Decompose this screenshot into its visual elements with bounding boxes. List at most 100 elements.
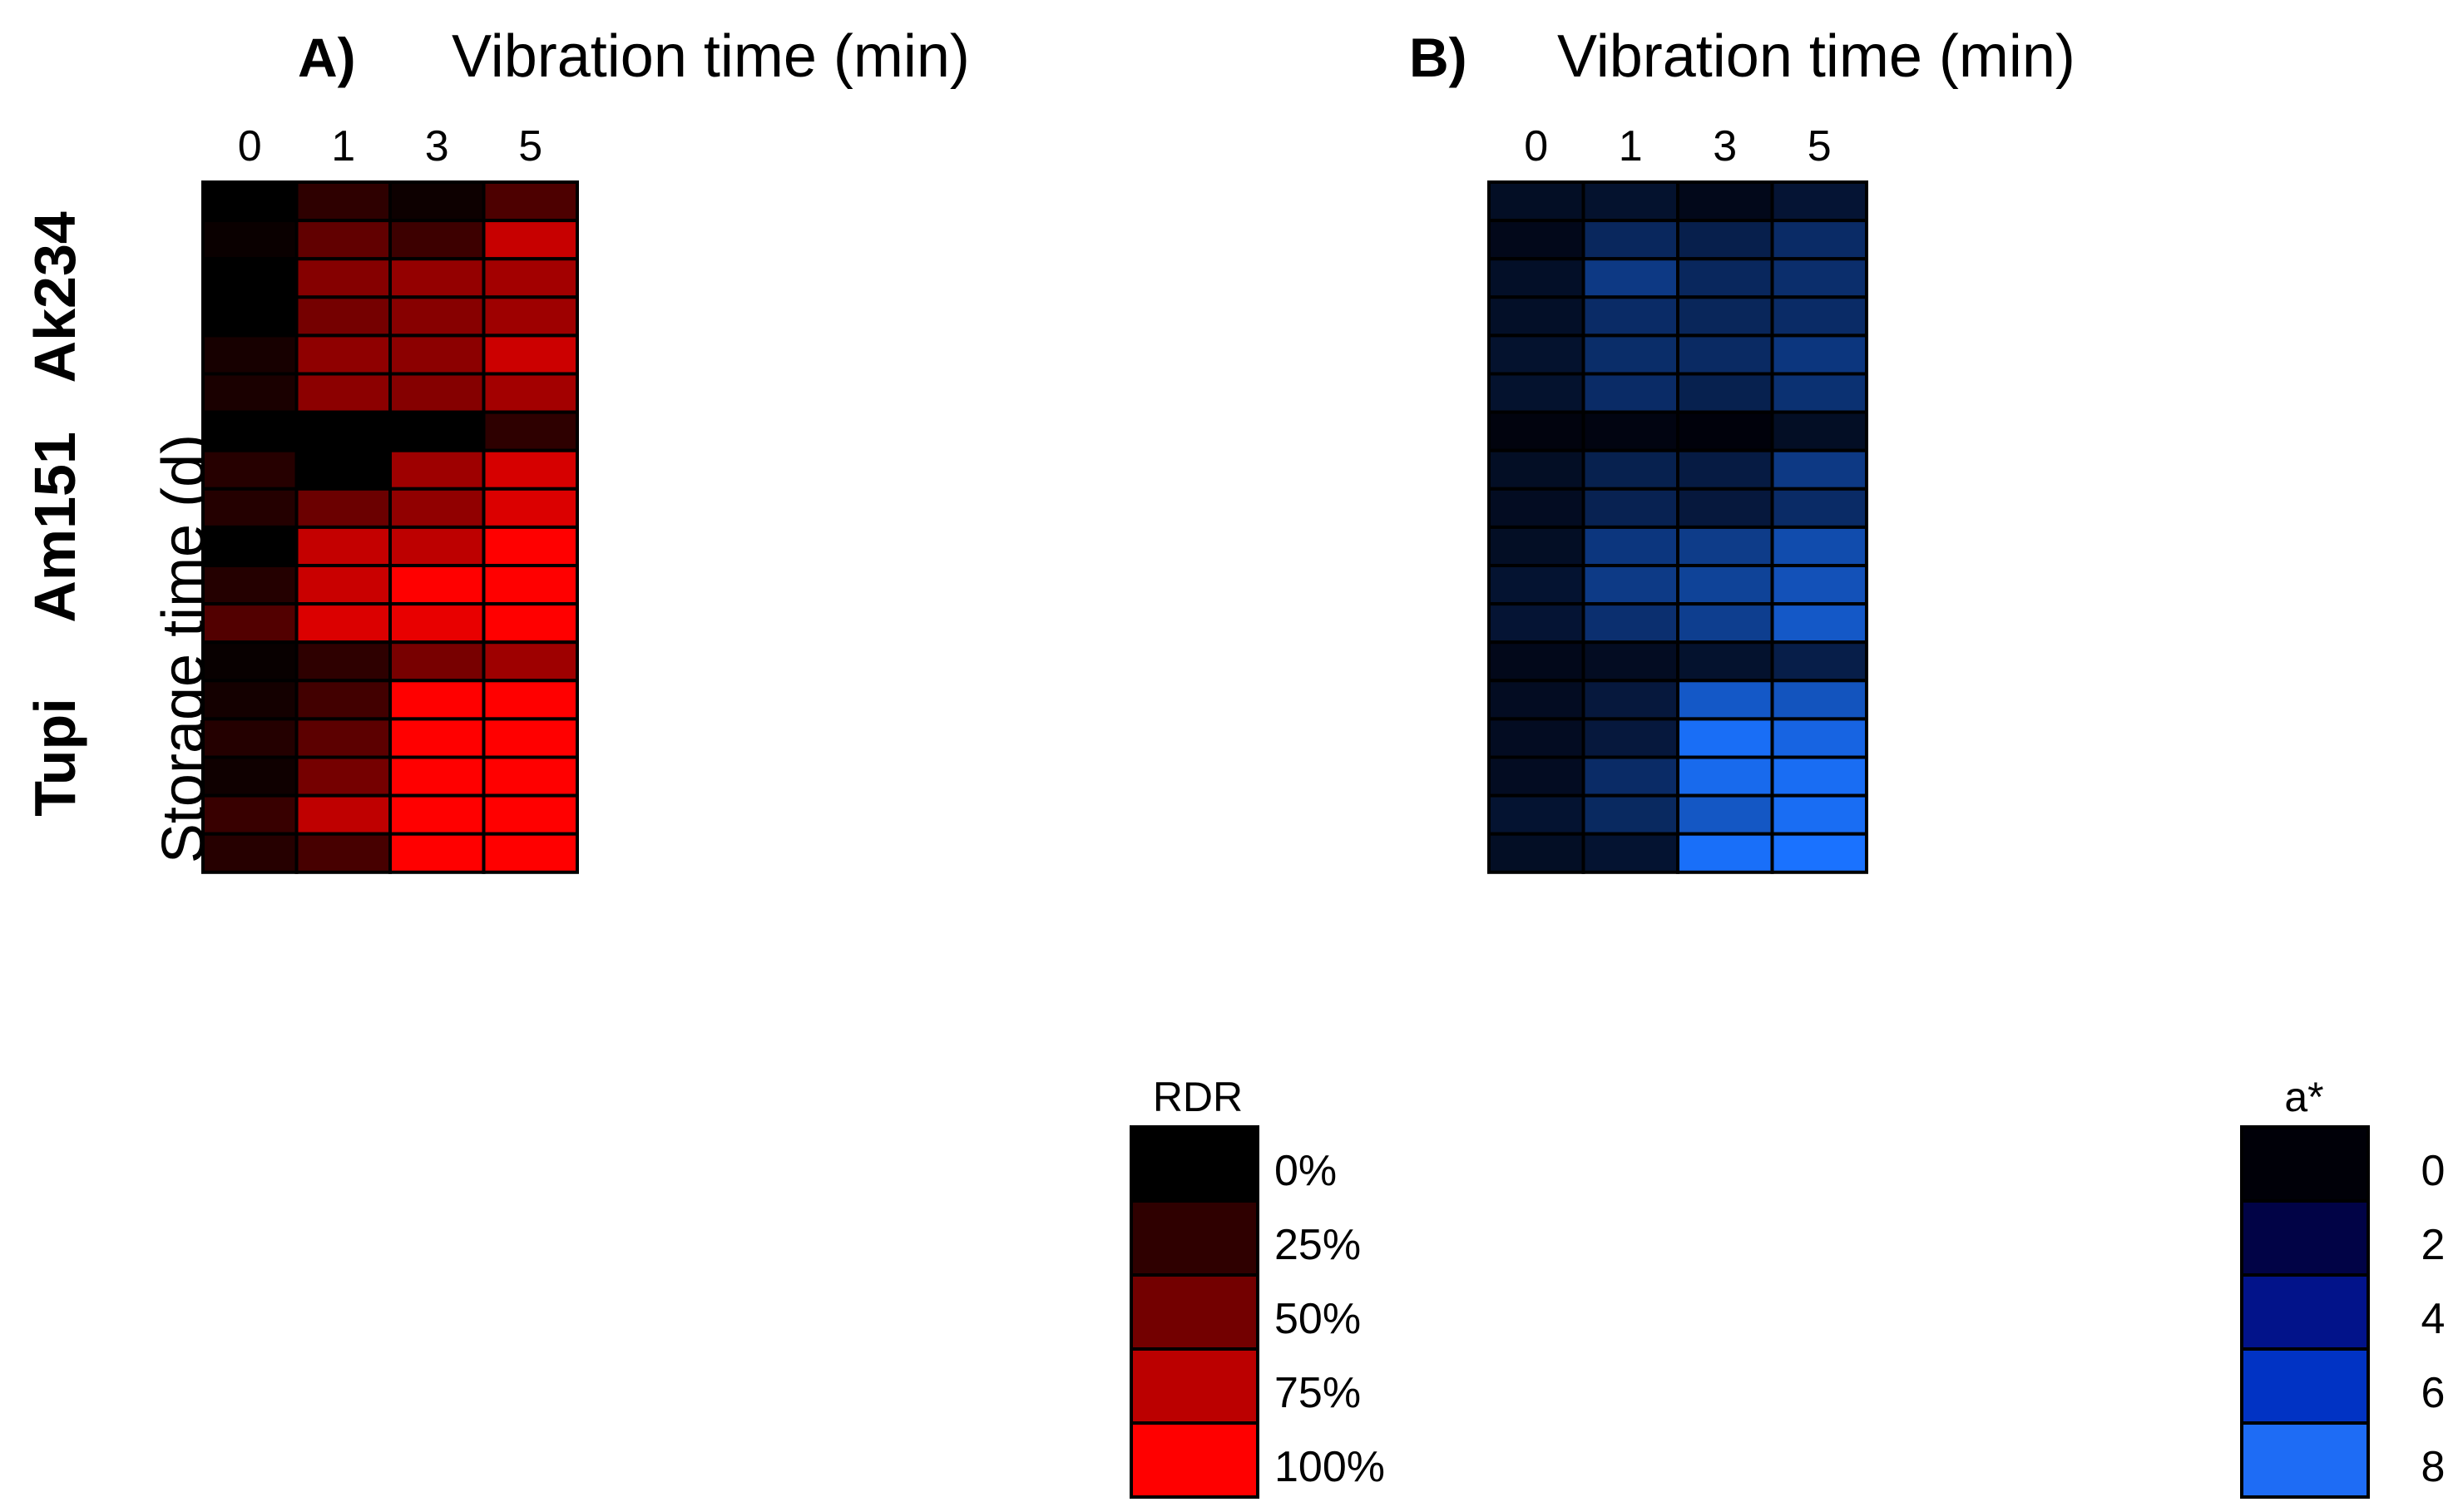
heatmap-cell (294, 679, 392, 721)
panel-b-x-axis-title: Vibration time (min) (1557, 23, 2075, 90)
heatmap-cell (1581, 257, 1679, 299)
heatmap-cell (388, 334, 486, 376)
colorbar-swatch (2240, 1125, 2370, 1203)
heatmap-cell (1581, 180, 1679, 223)
heatmap-cell (1676, 448, 1774, 491)
colorbar-tick-label: 75% (1274, 1369, 1361, 1417)
colorbar-tick-label: 100% (1274, 1443, 1385, 1491)
x-tick-label: 5 (518, 122, 542, 170)
heatmap-cell (1770, 372, 1868, 414)
heatmap-cell (294, 410, 392, 452)
heatmap-cell (388, 717, 486, 759)
heatmap-cell (388, 180, 486, 223)
heatmap-cell (1770, 755, 1868, 798)
panel-b-label: B) (1409, 27, 1467, 88)
heatmap-cell (294, 717, 392, 759)
heatmap-cell (482, 219, 579, 261)
panel-b: B) Vibration time (min) 0 1 3 5 a* 0 2 4 6 8 (1409, 23, 2446, 1499)
heatmap-cell (1676, 679, 1774, 721)
heatmap-cell (1581, 793, 1679, 836)
heatmap-cell (1581, 334, 1679, 376)
heatmap-cell (1770, 717, 1868, 759)
heatmap-cell (1581, 640, 1679, 683)
heatmap-cell (1581, 832, 1679, 874)
x-tick-label: 0 (238, 122, 262, 170)
heatmap-cell (388, 372, 486, 414)
panel-b-colorbar-swatches (2240, 1125, 2370, 1499)
heatmap-cell (482, 602, 579, 645)
heatmap-cell (1676, 219, 1774, 261)
x-tick-label: 0 (1524, 122, 1548, 170)
heatmap-cell (294, 525, 392, 568)
heatmap-cell (1676, 602, 1774, 645)
panel-b-colorbar-title: a* (2284, 1074, 2323, 1120)
heatmap-cell (201, 832, 299, 874)
heatmap-cell (1676, 793, 1774, 836)
heatmap-cell (482, 295, 579, 338)
heatmap-cell (1487, 755, 1585, 798)
heatmap-cell (201, 793, 299, 836)
heatmap-cell (1581, 295, 1679, 338)
heatmap-cell (1487, 257, 1585, 299)
heatmap-cell (482, 448, 579, 491)
heatmap-cell (482, 525, 579, 568)
colorbar-swatch (2240, 1347, 2370, 1425)
heatmap-cell (1770, 295, 1868, 338)
heatmap-cell (1581, 219, 1679, 261)
colorbar-tick-label: 25% (1274, 1221, 1361, 1269)
panel-a-colorbar: RDR 0% 25% 50% 75% 100% (1130, 1074, 1385, 1499)
heatmap-cell (1676, 525, 1774, 568)
heatmap-cell (1770, 219, 1868, 261)
panel-a-row-groups: Ak234 Am151 Tupi (22, 211, 87, 817)
heatmap-cell (201, 448, 299, 491)
heatmap-cell (388, 602, 486, 645)
heatmap-cell (201, 257, 299, 299)
heatmap-cell (1676, 564, 1774, 606)
heatmap-cell (482, 180, 579, 223)
colorbar-tick-label: 8 (2421, 1443, 2446, 1491)
heatmap-cell (1487, 180, 1585, 223)
heatmap-cell (1770, 487, 1868, 529)
colorbar-swatch (1130, 1347, 1259, 1425)
heatmap-cell (388, 410, 486, 452)
row-group-label: Am151 (22, 432, 87, 623)
panel-a-label: A) (298, 27, 356, 88)
heatmap-cell (1770, 334, 1868, 376)
heatmap-cell (294, 564, 392, 606)
heatmap-cell (294, 793, 392, 836)
heatmap-cell (201, 219, 299, 261)
heatmap-cell (482, 257, 579, 299)
heatmap-cell (1581, 602, 1679, 645)
heatmap-cell (1770, 257, 1868, 299)
heatmap-cell (1770, 602, 1868, 645)
heatmap-cell (1770, 679, 1868, 721)
heatmap-cell (1487, 410, 1585, 452)
heatmap-cell (294, 219, 392, 261)
heatmap-cell (1676, 640, 1774, 683)
heatmap-cell (1487, 372, 1585, 414)
heatmap-cell (1487, 679, 1585, 721)
colorbar-tick-label: 2 (2421, 1221, 2446, 1269)
heatmap-cell (1581, 679, 1679, 721)
heatmap-cell (294, 448, 392, 491)
panel-b-x-ticks: 0 1 3 5 (1524, 122, 1831, 170)
panel-b-heatmap-cells (1487, 180, 1868, 874)
heatmap-cell (388, 525, 486, 568)
panel-a-colorbar-swatches (1130, 1125, 1259, 1499)
heatmap-cell (1770, 410, 1868, 452)
heatmap-cell (201, 755, 299, 798)
row-group-label: Tupi (22, 698, 87, 817)
x-tick-label: 3 (1713, 122, 1737, 170)
heatmap-cell (294, 257, 392, 299)
heatmap-cell (1581, 448, 1679, 491)
heatmap-cell (388, 448, 486, 491)
colorbar-swatch (2240, 1273, 2370, 1351)
heatmap-cell (1487, 793, 1585, 836)
heatmap-cell (1487, 219, 1585, 261)
heatmap-cell (388, 487, 486, 529)
heatmap-cell (201, 410, 299, 452)
heatmap-cell (1487, 448, 1585, 491)
heatmap-cell (1487, 717, 1585, 759)
colorbar-swatch (1130, 1421, 1259, 1499)
heatmap-cell (482, 679, 579, 721)
